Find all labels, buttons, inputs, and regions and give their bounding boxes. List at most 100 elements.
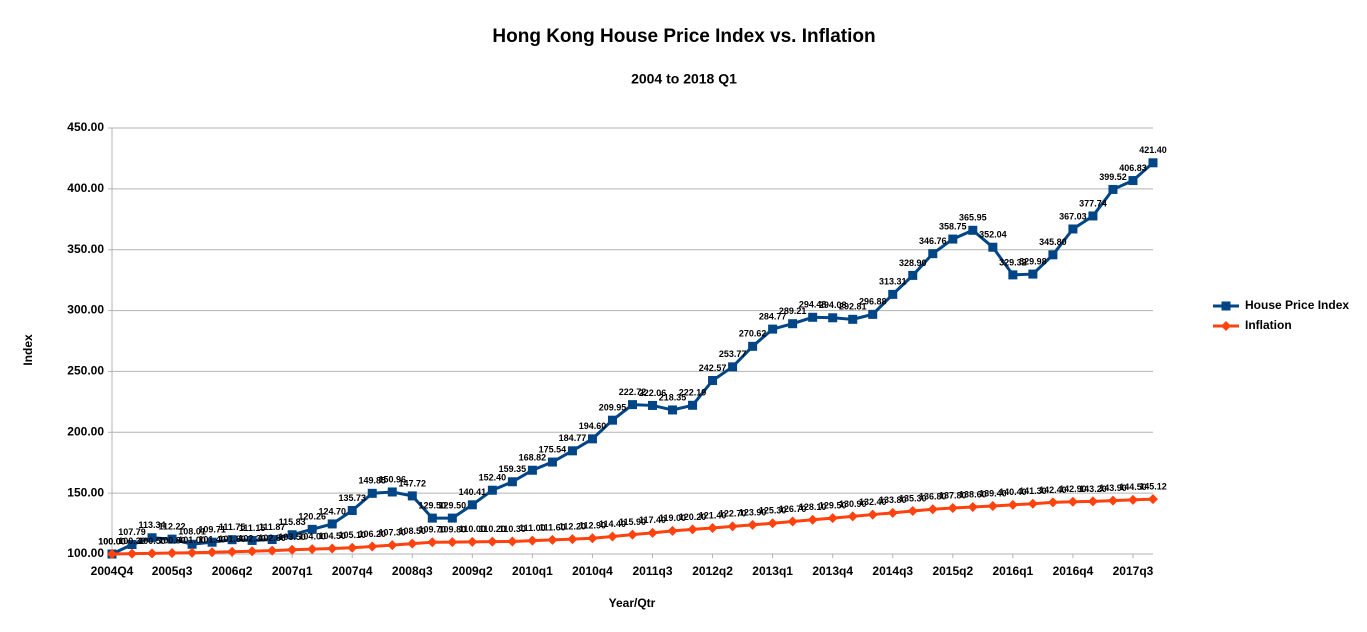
data-point [327,519,337,529]
data-point [1027,498,1038,509]
data-label: 168.82 [519,453,547,463]
data-label: 135.30 [899,493,927,503]
data-point [847,511,858,522]
x-axis-title: Year/Qtr [609,596,656,610]
data-label: 129.50 [439,500,467,510]
data-label: 101.00 [178,535,206,545]
x-tick-label: 2009q2 [452,564,493,578]
data-label: 108.50 [399,526,427,536]
data-point [267,545,278,556]
data-point [187,547,198,558]
data-point [607,531,618,542]
data-point [467,500,477,510]
data-label: 253.77 [719,349,747,359]
data-label: 222.06 [639,388,667,398]
data-point [1127,494,1138,505]
data-label: 111.75 [219,522,246,532]
data-label: 328.90 [899,258,927,268]
data-point [387,540,398,551]
data-point [567,534,578,545]
data-point [647,527,658,538]
data-label: 294.48 [799,300,827,310]
data-point [1048,250,1058,260]
data-point [287,530,297,540]
data-label: 184.77 [559,433,587,443]
data-label: 102.30 [238,534,266,544]
data-label: 107.30 [379,527,407,537]
data-label: 143.90 [1099,483,1127,493]
data-label: 115.90 [619,517,646,527]
data-label: 111.15 [239,523,266,533]
data-point [907,506,918,517]
data-label: 100.30 [118,536,146,546]
x-tick-label: 2008q3 [392,564,433,578]
data-label: 406.83 [1119,163,1147,173]
data-label: 142.90 [1059,484,1087,494]
data-point [207,537,217,547]
data-label: 100.00 [98,536,126,546]
data-point [687,524,698,535]
x-tick-label: 2010q4 [572,564,613,578]
data-label: 100.80 [158,535,186,545]
x-tick-label: 2016q1 [993,564,1034,578]
data-label: 209.95 [599,403,627,413]
data-label: 377.74 [1079,198,1107,208]
data-label: 117.40 [639,515,666,525]
data-point [467,536,478,547]
data-label: 112.90 [579,521,606,531]
data-point [527,465,537,475]
data-label: 143.20 [1079,484,1107,494]
data-point [947,502,958,513]
data-point [1007,499,1018,510]
data-label: 136.80 [919,492,947,502]
data-point [527,535,538,546]
data-point [808,312,818,322]
data-label: 120.20 [679,512,707,522]
x-tick-label: 2013q4 [812,564,853,578]
data-point [307,544,318,555]
data-label: 222.72 [619,387,647,397]
data-label: 270.62 [739,329,767,339]
data-label: 129.50 [819,500,847,510]
data-label: 124.70 [318,506,346,516]
data-point [227,546,238,557]
data-point [147,533,157,543]
x-tick-label: 2010q1 [512,564,553,578]
data-point [127,540,137,550]
data-point [407,491,417,501]
data-label: 292.81 [839,302,867,312]
data-point [287,544,298,555]
data-label: 144.50 [1119,482,1147,492]
data-point [167,548,178,559]
data-label: 114.40 [599,519,626,529]
data-label: 329.32 [999,257,1027,267]
data-point [267,535,277,545]
data-point [667,525,678,536]
data-point [728,362,738,372]
data-label: 104.00 [298,532,326,542]
data-label: 135.73 [338,493,366,503]
data-label: 296.88 [859,297,887,307]
data-label: 141.30 [1019,486,1047,496]
data-point [648,400,658,410]
x-tick-label: 2014q3 [872,564,913,578]
data-point [988,242,998,252]
data-label: 149.85 [358,476,386,486]
data-point [187,539,197,549]
data-label: 129.50 [419,500,447,510]
data-label: 120.26 [298,512,326,522]
data-label: 107.79 [118,527,146,537]
data-label: 105.10 [338,530,366,540]
data-label: 128.10 [799,502,827,512]
data-point [347,542,358,553]
data-point [587,434,597,444]
data-label: 222.19 [679,388,707,398]
y-tick-label: 150.00 [67,485,104,499]
data-point [768,324,778,334]
data-point [827,513,838,524]
data-label: 139.40 [979,488,1007,498]
data-point [387,487,397,497]
x-tick-label: 2012q2 [692,564,733,578]
data-label: 352.04 [979,230,1007,240]
data-label: 289.21 [779,306,807,316]
